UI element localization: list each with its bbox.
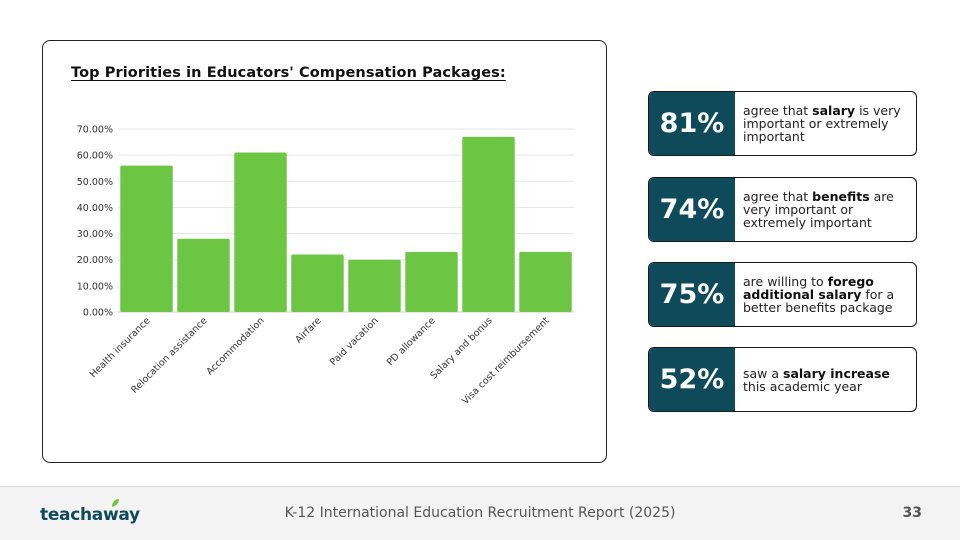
x-tick-label: Airfare [293, 315, 323, 345]
stat-text-part: agree that [743, 103, 813, 118]
stat-card-2: 74% agree that benefits are very importa… [648, 177, 917, 242]
bar-chart: 0.00% 10.00% 20.00% 30.00% 40.00% 50.00% 60.00… [77, 125, 574, 407]
stat-value: 81% [649, 92, 735, 155]
stat-emphasis: salary [812, 103, 856, 118]
x-tick-label: Salary and bonus [428, 315, 494, 381]
stat-text: are willing to forego additional salary … [735, 263, 916, 326]
stat-text: agree that benefits are very important o… [735, 178, 916, 241]
bar [405, 251, 458, 312]
stat-description: agree that benefits are very important o… [743, 190, 908, 229]
bar [234, 152, 287, 312]
footer-divider [0, 486, 960, 487]
stat-text: saw a salary increase this academic year [735, 348, 916, 411]
y-tick-label: 0.00% [83, 308, 113, 319]
bar [120, 165, 173, 312]
stat-card-4: 52% saw a salary increase this academic … [648, 347, 917, 412]
y-tick-label: 10.00% [77, 281, 113, 292]
bar [177, 238, 230, 312]
stat-emphasis: salary increase [783, 365, 890, 381]
stat-card-1: 81% agree that salary is very important … [648, 91, 917, 156]
stat-text-part: saw a [743, 365, 784, 381]
bar [291, 254, 344, 312]
stat-description: are willing to forego additional salary … [743, 275, 908, 314]
chart-card: Top Priorities in Educators' Compensatio… [42, 40, 607, 463]
x-tick-label: Accommodation [204, 315, 266, 377]
stat-value: 52% [649, 348, 735, 411]
stat-text-part: is very important or extremely important [743, 103, 901, 144]
stat-text-part: for a better benefits package [743, 287, 895, 315]
y-tick-label: 20.00% [77, 255, 113, 266]
x-tick-label: Health insurance [88, 315, 153, 380]
chart-title: Top Priorities in Educators' Compensatio… [71, 65, 506, 81]
stat-value: 75% [649, 263, 735, 326]
teachaway-logo[interactable]: teachaway [40, 499, 140, 525]
stat-description: saw a salary increase this academic year [743, 367, 908, 393]
y-tick-label: 70.00% [77, 125, 113, 136]
report-title: K-12 International Education Recruitment… [284, 505, 676, 521]
y-tick-label: 50.00% [77, 177, 113, 188]
stat-text: agree that salary is very important or e… [735, 92, 916, 155]
stat-card-3: 75% are willing to forego additional sal… [648, 262, 917, 327]
y-tick-label: 40.00% [77, 203, 113, 214]
stat-text-part: this academic year [743, 378, 862, 394]
stat-emphasis: benefits [812, 189, 870, 204]
y-tick-label: 30.00% [77, 229, 113, 240]
stat-emphasis: forego additional salary [743, 274, 874, 302]
bar [519, 251, 572, 312]
y-tick-label: 60.00% [77, 151, 113, 162]
x-tick-label: Paid vacation [328, 315, 381, 368]
page-number: 33 [902, 505, 922, 521]
footer: teachaway K-12 International Education R… [0, 487, 960, 540]
x-tick-label: PD allowance [385, 315, 438, 368]
leaf-icon [112, 499, 119, 507]
stat-text-part: are very important or extremely importan… [743, 189, 894, 230]
stat-value: 74% [649, 178, 735, 241]
stat-text-part: are willing to [743, 274, 828, 289]
stat-text-part: agree that [743, 189, 813, 204]
bar [348, 259, 401, 312]
stat-description: agree that salary is very important or e… [743, 104, 908, 143]
logo-text: teachaway [40, 505, 140, 525]
bar [462, 136, 515, 312]
